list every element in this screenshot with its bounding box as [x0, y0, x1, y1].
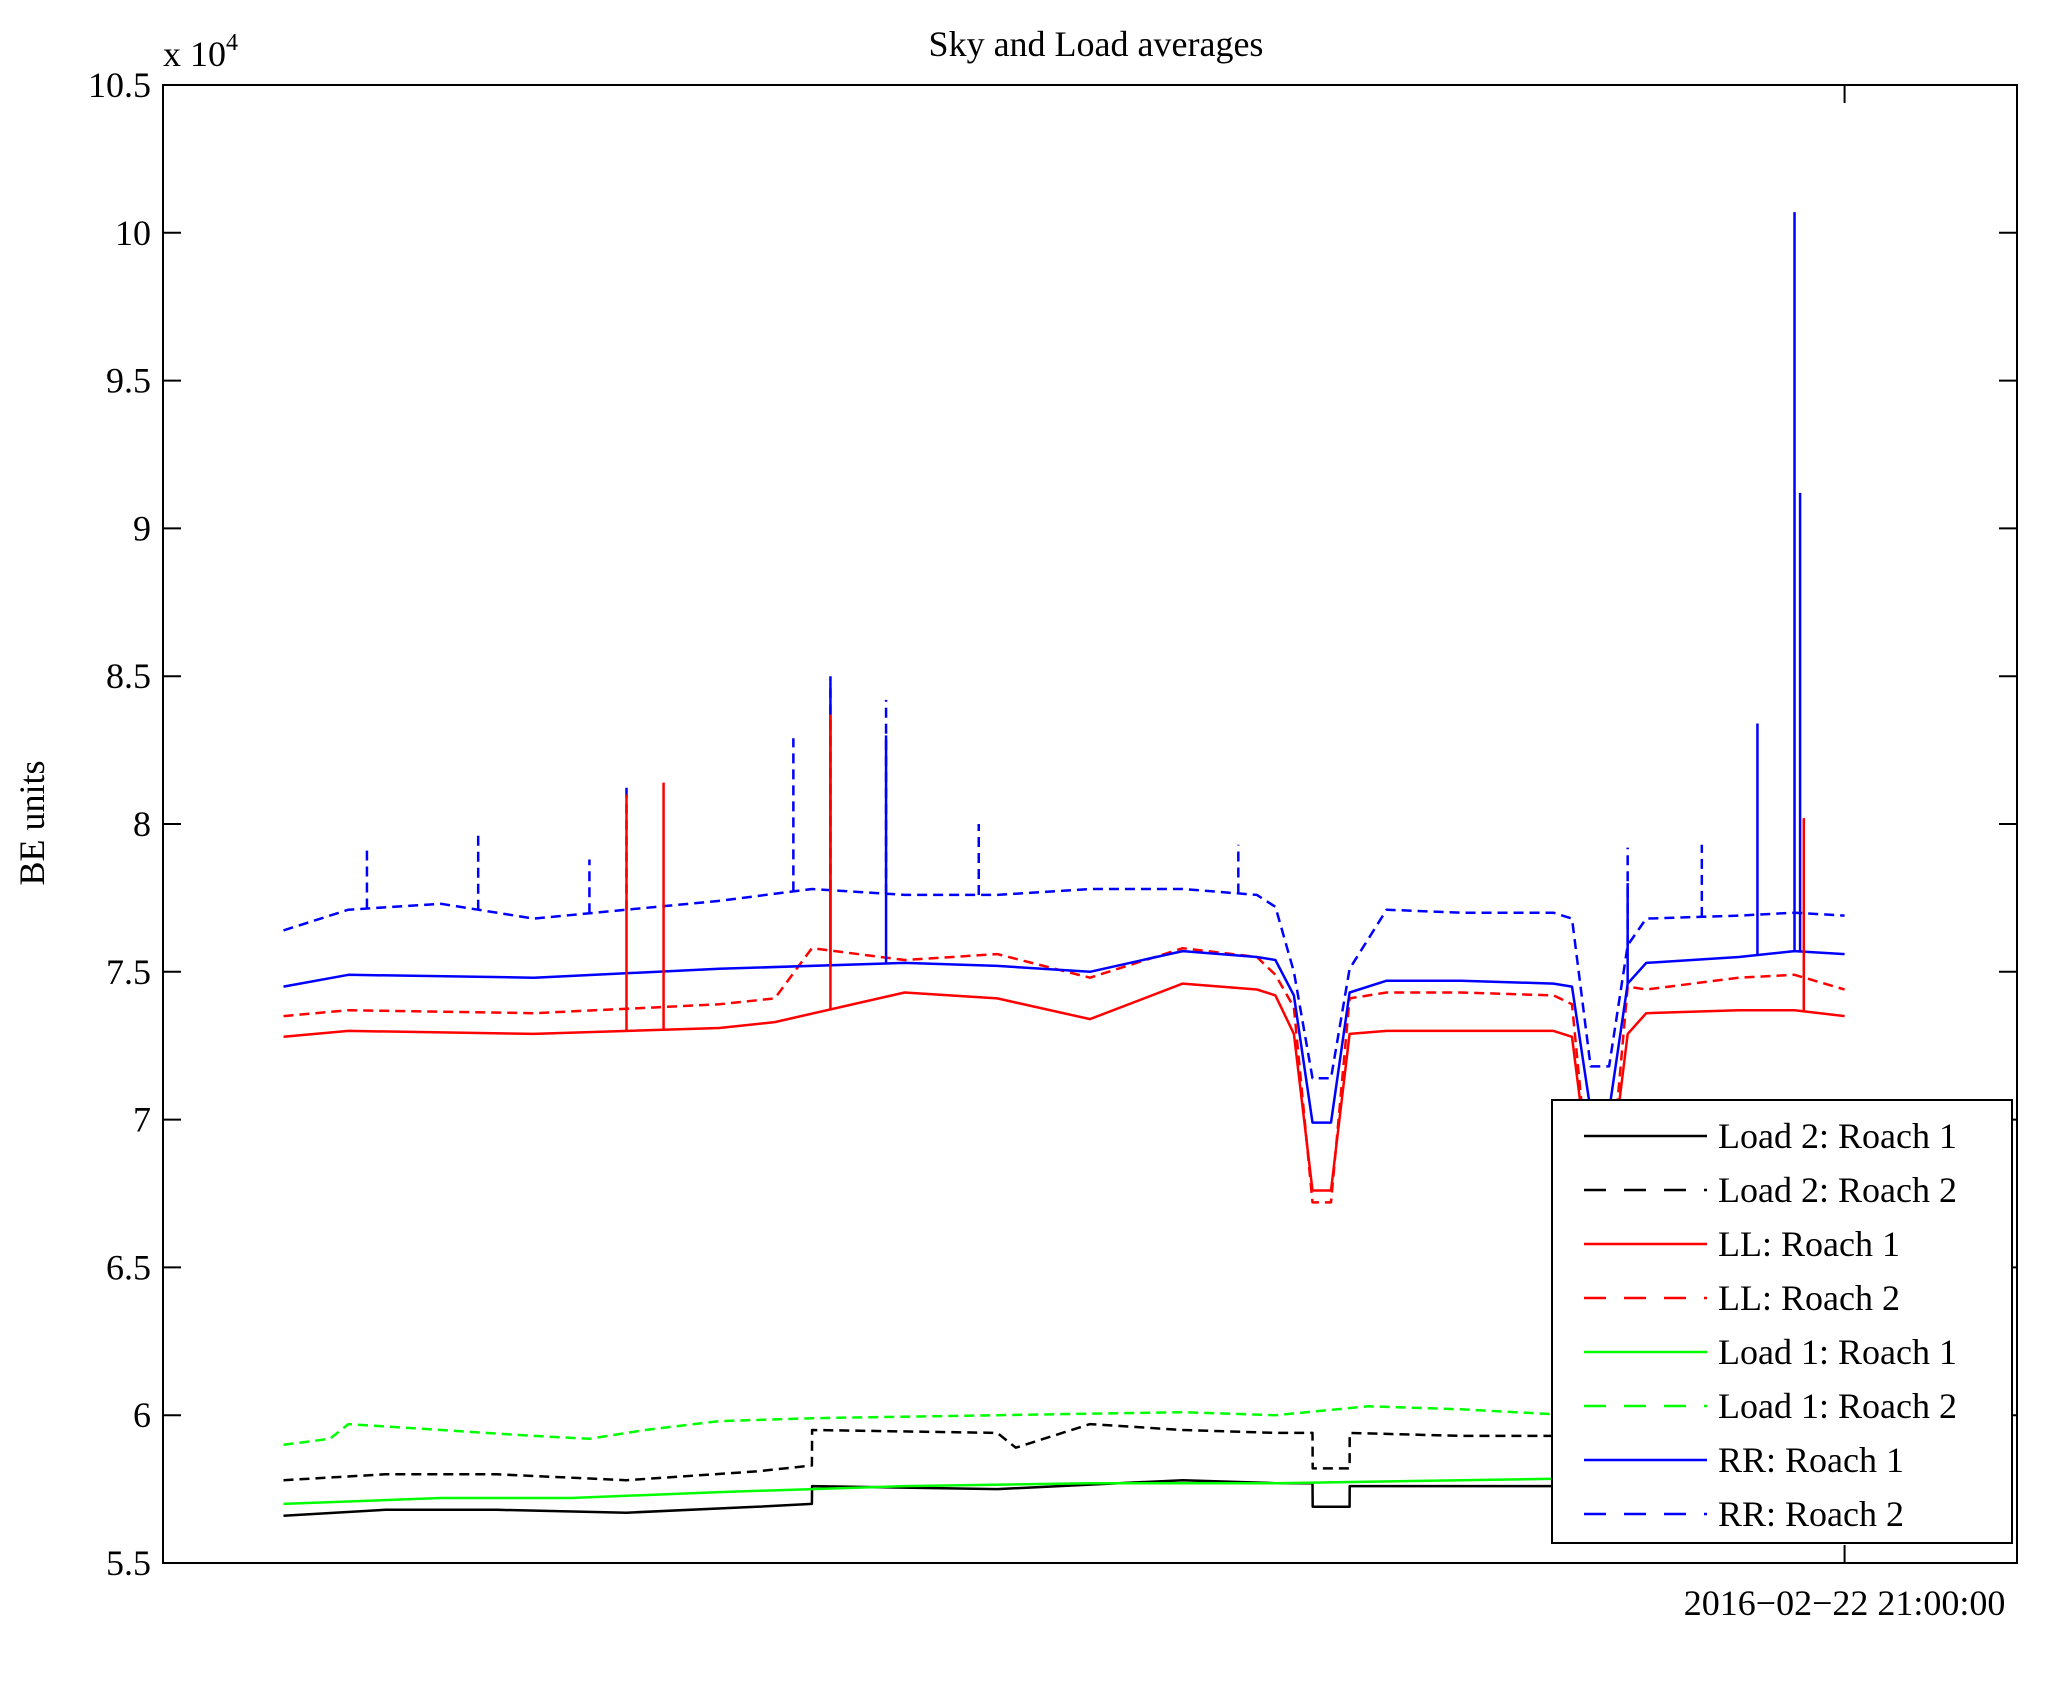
y-tick-label: 8.5	[106, 656, 151, 696]
y-tick-label: 10.5	[88, 65, 151, 105]
y-multiplier-exponent: 4	[226, 30, 238, 56]
legend: Load 2: Roach 1 Load 2: Roach 2 LL: Roach …	[1551, 1099, 2013, 1544]
series-line-rr-roach-1	[283, 949, 1845, 1124]
series-line-ll-roach-1	[283, 982, 1845, 1192]
legend-label: LL: Roach 2	[1718, 1278, 1900, 1318]
y-axis-label: BE units	[12, 760, 52, 885]
y-axis-ticks: 5.5 6 6.5 7 7.5 8 8.5 9 9.5 10 10.5	[88, 65, 2017, 1583]
x-axis-ticks: 2016−02−22 21:00:00	[1684, 85, 2006, 1623]
y-tick-label: 5.5	[106, 1543, 151, 1583]
legend-label: LL: Roach 1	[1718, 1224, 1900, 1264]
y-tick-label: 9	[133, 508, 151, 548]
legend-label: RR: Roach 2	[1718, 1494, 1904, 1534]
y-multiplier-base: x 10	[163, 34, 226, 74]
y-tick-label: 9.5	[106, 361, 151, 401]
y-tick-label: 8	[133, 804, 151, 844]
x-tick-label: 2016−02−22 21:00:00	[1684, 1583, 2006, 1623]
series-line-load-1-roach-2	[283, 1405, 1845, 1447]
series-layer	[283, 212, 1845, 1517]
y-multiplier-label: x 104	[163, 30, 238, 74]
legend-label: Load 2: Roach 2	[1718, 1170, 1957, 1210]
legend-label: RR: Roach 1	[1718, 1440, 1904, 1480]
legend-label: Load 2: Roach 1	[1718, 1116, 1957, 1156]
legend-box	[1551, 1099, 2013, 1544]
y-tick-label: 6.5	[106, 1247, 151, 1287]
chart-title: Sky and Load averages	[929, 24, 1264, 64]
y-tick-label: 10	[115, 213, 151, 253]
series-line-rr-roach-2	[283, 887, 1845, 1080]
y-tick-label: 7.5	[106, 952, 151, 992]
legend-label: Load 1: Roach 1	[1718, 1332, 1957, 1372]
legend-label: Load 1: Roach 2	[1718, 1386, 1957, 1426]
y-tick-label: 7	[133, 1100, 151, 1140]
series-line-ll-roach-2	[283, 946, 1845, 1204]
svg-text:x 104: x 104	[163, 30, 238, 74]
y-tick-label: 6	[133, 1395, 151, 1435]
